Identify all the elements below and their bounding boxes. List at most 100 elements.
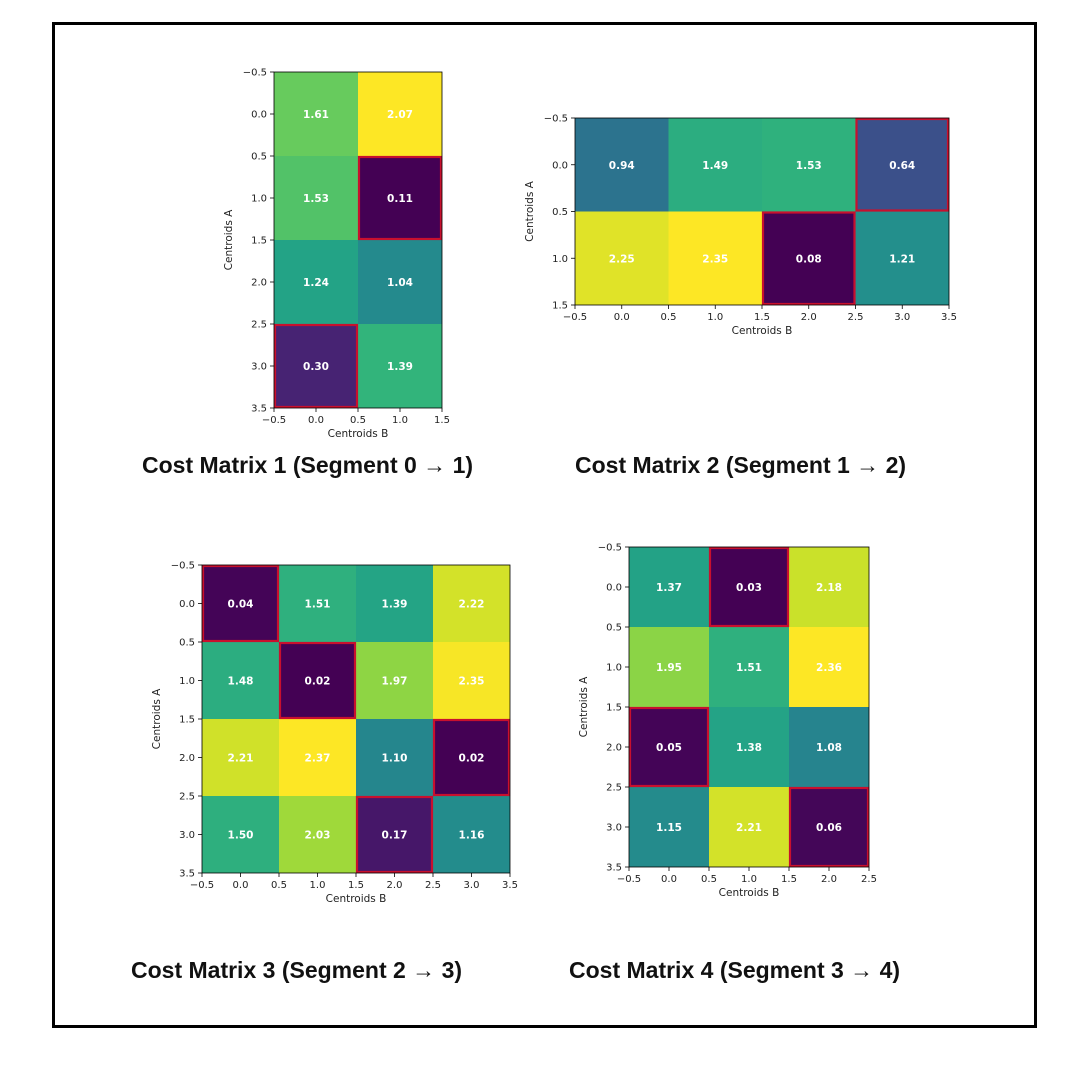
cell-value-label: 0.64 [889, 160, 915, 172]
optimal-match-highlight [788, 786, 870, 868]
cell-value-label: 1.08 [816, 742, 842, 754]
heatmap-panel-4: 1.37 0.03 2.18 1.95 1.51 2.36 0.05 1.38 1.08 1.15… [578, 543, 877, 900]
x-tick-label: 0.0 [661, 874, 677, 885]
optimal-match-highlight [855, 117, 950, 212]
cell-value-label: 2.07 [387, 109, 413, 121]
y-tick-label: 1.0 [606, 663, 622, 674]
y-tick-label: 0.0 [552, 160, 568, 171]
cell-value-label: 1.51 [736, 662, 762, 674]
heatmap-cell [356, 565, 433, 642]
y-tick-label: −0.5 [598, 543, 622, 554]
y-tick-label: 0.0 [251, 110, 267, 121]
heatmap-cell [202, 796, 279, 873]
heatmap-cell [358, 72, 442, 156]
x-tick-label: 2.5 [425, 880, 441, 891]
cell-value-label: 1.53 [796, 160, 822, 172]
y-tick-label: 1.5 [552, 301, 568, 312]
heatmap-cell [629, 627, 709, 707]
heatmap-cell [575, 211, 669, 305]
cell-value-label: 2.03 [305, 830, 331, 842]
heatmap-cell [575, 118, 669, 212]
y-tick-label: 2.0 [179, 753, 195, 764]
y-tick-label: 0.5 [606, 623, 622, 634]
x-tick-label: 0.0 [308, 415, 324, 426]
x-tick-label: 1.0 [392, 415, 408, 426]
cell-value-label: 1.49 [702, 160, 728, 172]
y-tick-label: 3.5 [606, 863, 622, 874]
optimal-match-highlight [432, 718, 511, 797]
heatmap-cell [358, 240, 442, 324]
y-tick-label: 3.5 [179, 869, 195, 880]
cell-value-label: 0.08 [796, 253, 822, 265]
y-axis-label: Centroids A [578, 676, 590, 737]
x-tick-label: 0.5 [661, 312, 677, 323]
heatmap-cell [274, 72, 358, 156]
y-tick-label: 1.0 [179, 676, 195, 687]
y-tick-label: 1.0 [552, 254, 568, 265]
heatmap-cell [855, 118, 949, 212]
heatmap-cell [789, 627, 869, 707]
x-tick-label: 1.0 [707, 312, 723, 323]
x-tick-label: 2.0 [387, 880, 403, 891]
heatmap-cell [668, 118, 762, 212]
heatmap-cell [762, 118, 856, 212]
y-tick-label: −0.5 [243, 68, 267, 79]
y-tick-label: 2.5 [606, 783, 622, 794]
cell-value-label: 1.21 [889, 253, 915, 265]
optimal-match-highlight [355, 795, 434, 874]
cell-value-label: 0.05 [656, 742, 682, 754]
heatmap-cell [202, 719, 279, 796]
x-tick-label: −0.5 [262, 415, 286, 426]
cell-value-label: 1.50 [228, 830, 254, 842]
y-tick-label: 0.0 [606, 583, 622, 594]
cell-value-label: 1.10 [382, 753, 408, 765]
heatmap-panel-2: 0.94 1.49 1.53 0.64 2.25 2.35 0.08 1.21 −0.5 0.0 0… [524, 114, 957, 338]
x-tick-label: 0.5 [271, 880, 287, 891]
y-tick-label: 0.5 [251, 152, 267, 163]
x-tick-label: 1.0 [310, 880, 326, 891]
x-tick-label: 0.5 [350, 415, 366, 426]
y-tick-label: 3.0 [251, 362, 267, 373]
heatmap-cell [762, 211, 856, 305]
x-axis-label: Centroids B [326, 893, 387, 905]
cell-value-label: 0.11 [387, 193, 413, 205]
cell-value-label: 2.21 [228, 753, 254, 765]
caption-cost-matrix-1: Cost Matrix 1 (Segment 0 → 1) [142, 452, 474, 478]
y-tick-label: 0.5 [179, 638, 195, 649]
y-tick-label: 2.0 [606, 743, 622, 754]
x-tick-label: 2.0 [801, 312, 817, 323]
y-tick-label: 1.0 [251, 194, 267, 205]
figure-frame [52, 22, 1037, 1028]
y-axis-label: Centroids A [223, 209, 235, 270]
cell-value-label: 1.04 [387, 277, 413, 289]
heatmap-cell [629, 547, 709, 627]
x-tick-label: 1.5 [434, 415, 450, 426]
x-axis-label: Centroids B [719, 887, 780, 899]
y-tick-label: 3.0 [179, 830, 195, 841]
cell-value-label: 2.35 [702, 253, 728, 265]
cell-value-label: 0.17 [382, 830, 408, 842]
heatmap-cell [629, 707, 709, 787]
cell-value-label: 2.18 [816, 582, 842, 594]
x-tick-label: 0.0 [614, 312, 630, 323]
heatmap-cell [358, 324, 442, 408]
heatmap-cell [709, 787, 789, 867]
heatmap-cell [629, 787, 709, 867]
heatmap-cell [356, 796, 433, 873]
heatmap-cell [279, 719, 356, 796]
heatmap-cell [358, 156, 442, 240]
heatmap-cell [279, 642, 356, 719]
cell-value-label: 2.37 [305, 753, 331, 765]
cell-value-label: 2.21 [736, 822, 762, 834]
y-tick-label: 2.5 [251, 320, 267, 331]
optimal-match-highlight [628, 706, 710, 788]
heatmap-cell [668, 211, 762, 305]
cell-value-label: 0.04 [228, 599, 254, 611]
x-axis-label: Centroids B [328, 428, 389, 440]
heatmap-cell [279, 796, 356, 873]
x-tick-label: −0.5 [563, 312, 587, 323]
x-tick-label: 2.5 [848, 312, 864, 323]
optimal-match-highlight [708, 546, 790, 628]
x-tick-label: 3.0 [894, 312, 910, 323]
heatmap-cell [709, 547, 789, 627]
